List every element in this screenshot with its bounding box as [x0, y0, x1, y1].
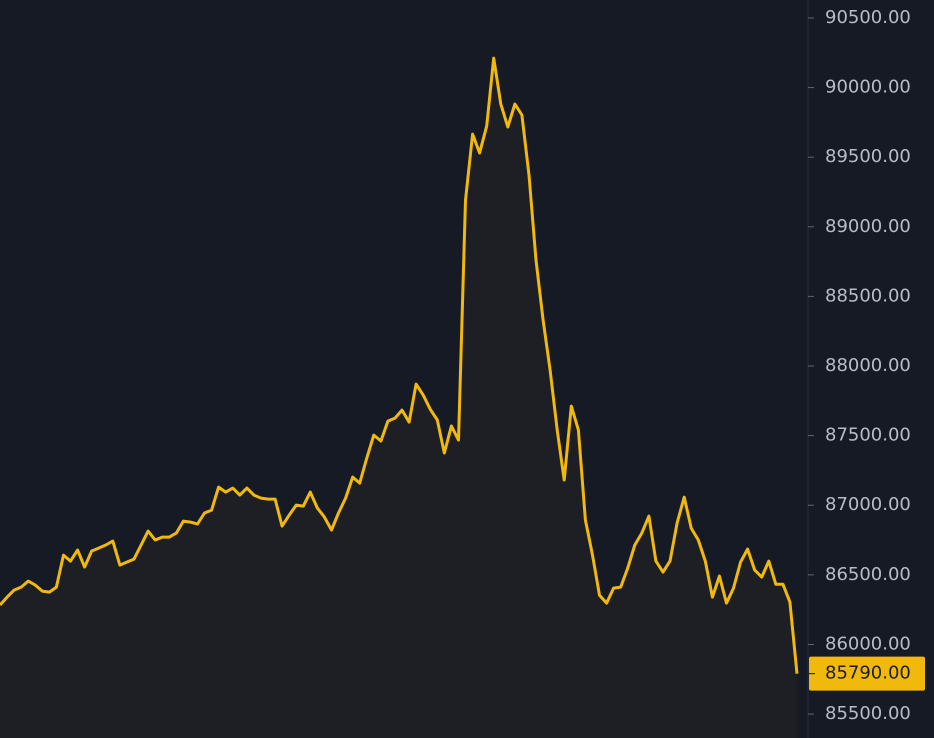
y-tick-label: 88500.00 — [825, 285, 911, 306]
y-tick-label: 86000.00 — [825, 633, 911, 654]
y-tick-label: 85500.00 — [825, 703, 911, 724]
y-tick-label: 86500.00 — [825, 564, 911, 585]
area-fill — [0, 58, 797, 738]
y-tick-label: 87000.00 — [825, 494, 911, 515]
y-tick-label: 88000.00 — [825, 355, 911, 376]
y-tick-label: 87500.00 — [825, 425, 911, 446]
y-tick-label: 89500.00 — [825, 146, 911, 167]
price-line — [0, 56, 799, 674]
y-tick-label: 89000.00 — [825, 216, 911, 237]
y-tick-label: 90500.00 — [825, 7, 911, 28]
last-price-box — [809, 656, 925, 691]
last-price-label: 85790.00 — [825, 663, 911, 684]
y-tick-label: 90000.00 — [825, 77, 911, 98]
